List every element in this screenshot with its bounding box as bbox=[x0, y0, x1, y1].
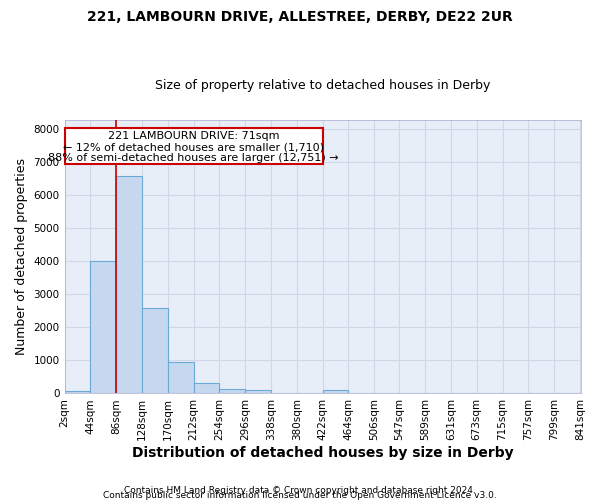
Y-axis label: Number of detached properties: Number of detached properties bbox=[15, 158, 28, 355]
Text: 221 LAMBOURN DRIVE: 71sqm: 221 LAMBOURN DRIVE: 71sqm bbox=[108, 132, 279, 141]
Bar bbox=[194, 382, 220, 394]
Bar bbox=[142, 308, 168, 394]
Bar bbox=[245, 390, 271, 394]
Text: 221, LAMBOURN DRIVE, ALLESTREE, DERBY, DE22 2UR: 221, LAMBOURN DRIVE, ALLESTREE, DERBY, D… bbox=[87, 10, 513, 24]
X-axis label: Distribution of detached houses by size in Derby: Distribution of detached houses by size … bbox=[132, 446, 514, 460]
Text: 88% of semi-detached houses are larger (12,751) →: 88% of semi-detached houses are larger (… bbox=[48, 153, 339, 163]
Bar bbox=[323, 390, 349, 394]
Bar bbox=[220, 388, 245, 394]
Bar bbox=[116, 176, 142, 394]
FancyBboxPatch shape bbox=[65, 128, 323, 164]
Bar bbox=[91, 262, 116, 394]
Text: Contains public sector information licensed under the Open Government Licence v3: Contains public sector information licen… bbox=[103, 490, 497, 500]
Bar bbox=[168, 362, 194, 394]
Text: ← 12% of detached houses are smaller (1,710): ← 12% of detached houses are smaller (1,… bbox=[63, 142, 324, 152]
Bar bbox=[65, 391, 91, 394]
Title: Size of property relative to detached houses in Derby: Size of property relative to detached ho… bbox=[155, 79, 490, 92]
Text: Contains HM Land Registry data © Crown copyright and database right 2024.: Contains HM Land Registry data © Crown c… bbox=[124, 486, 476, 495]
